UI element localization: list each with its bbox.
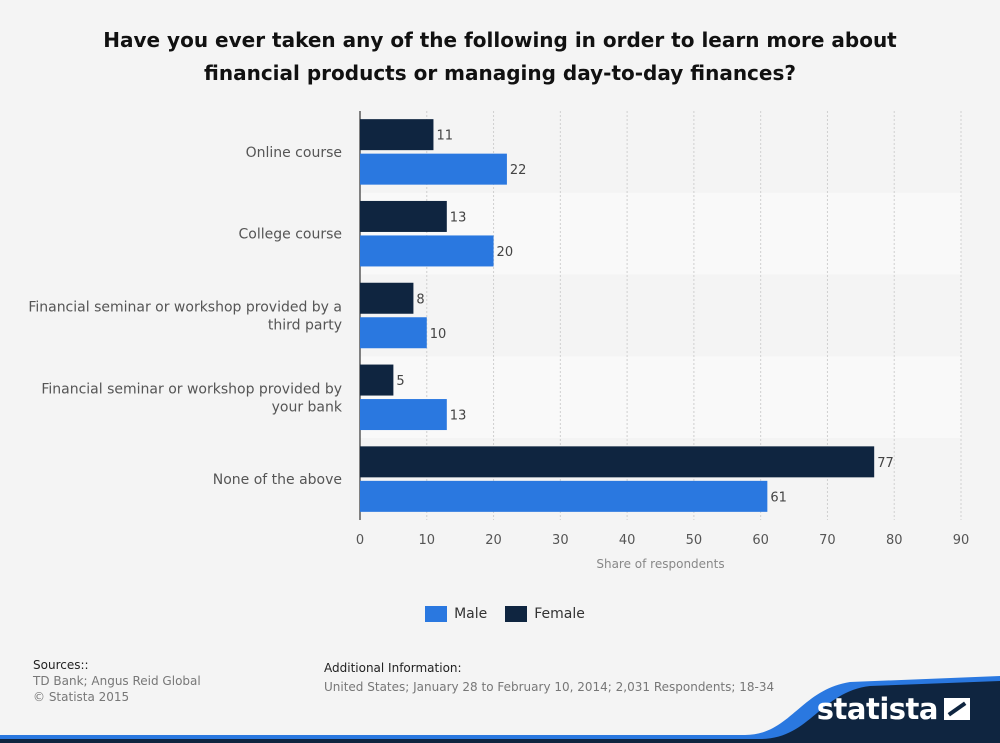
sources-line-2: © Statista 2015 xyxy=(33,690,130,704)
category-label: College course xyxy=(239,227,342,243)
data-label-female: 11 xyxy=(436,129,453,144)
category-label-line: Online course xyxy=(246,145,342,161)
legend-item-male[interactable]: Male xyxy=(425,606,487,622)
data-label-male: 22 xyxy=(510,163,527,178)
legend-label-male: Male xyxy=(454,606,488,622)
data-label-female: 13 xyxy=(450,210,467,225)
chart-title-line-1: Have you ever taken any of the following… xyxy=(103,28,897,52)
data-label-female: 77 xyxy=(877,456,894,471)
chart-title-line-2: financial products or managing day-to-da… xyxy=(204,61,796,85)
data-label-female: 8 xyxy=(416,292,424,307)
data-label-male: 13 xyxy=(450,409,467,424)
sources-line-1[interactable]: TD Bank; Angus Reid Global xyxy=(33,674,201,688)
data-label-male: 61 xyxy=(770,490,787,505)
bar-female[interactable] xyxy=(360,200,447,232)
data-label-male: 10 xyxy=(430,327,447,342)
chart-legend: Male Female xyxy=(0,606,1000,622)
x-tick-label: 60 xyxy=(752,533,769,548)
sources-heading: Sources:: xyxy=(33,658,89,672)
category-label-line: third party xyxy=(268,318,342,334)
x-tick-label: 0 xyxy=(356,533,364,548)
statista-logo[interactable]: statista xyxy=(817,692,970,726)
statista-logo-text: statista xyxy=(816,692,939,726)
x-tick-label: 10 xyxy=(419,533,436,548)
x-tick-label: 50 xyxy=(686,533,703,548)
category-label: Financial seminar or workshop provided b… xyxy=(41,381,343,415)
category-label-line: Financial seminar or workshop provided b… xyxy=(28,300,342,316)
category-label-line: College course xyxy=(239,227,342,243)
x-axis-title: Share of respondents xyxy=(596,557,724,571)
legend-swatch-female xyxy=(505,606,528,622)
bar-male[interactable] xyxy=(360,399,447,431)
category-band xyxy=(360,356,961,439)
bar-male[interactable] xyxy=(360,480,768,512)
category-label: Financial seminar or workshop provided b… xyxy=(28,300,342,334)
category-label-line: None of the above xyxy=(213,472,342,488)
bar-female[interactable] xyxy=(360,364,394,396)
additional-information-heading: Additional Information: xyxy=(324,661,462,675)
x-tick-label: 70 xyxy=(819,533,836,548)
bar-male[interactable] xyxy=(360,235,494,267)
category-band xyxy=(360,274,961,357)
x-tick-label: 90 xyxy=(953,533,970,548)
data-label-male: 20 xyxy=(497,245,514,260)
legend-swatch-male xyxy=(425,606,448,622)
bar-female[interactable] xyxy=(360,446,875,478)
bar-male[interactable] xyxy=(360,153,507,185)
x-tick-label: 80 xyxy=(886,533,903,548)
bar-female[interactable] xyxy=(360,282,414,314)
category-label-line: Financial seminar or workshop provided b… xyxy=(41,381,342,397)
additional-information-text: United States; January 28 to February 10… xyxy=(324,680,775,694)
category-label: None of the above xyxy=(213,472,342,488)
category-label: Online course xyxy=(246,145,342,161)
bar-chart: 0 10 20 30 40 50 60 70 80 90 Share of respondents 1… xyxy=(28,111,970,571)
legend-item-female[interactable]: Female xyxy=(505,606,585,622)
sources-block: Sources:: TD Bank; Angus Reid Global © S… xyxy=(33,657,201,705)
statista-logo-icon xyxy=(944,698,970,720)
x-tick-label: 20 xyxy=(485,533,502,548)
x-tick-label: 40 xyxy=(619,533,636,548)
data-label-female: 5 xyxy=(396,374,404,389)
category-label-line: your bank xyxy=(272,399,343,415)
legend-label-female: Female xyxy=(534,606,585,622)
additional-information-block: Additional Information: United States; J… xyxy=(324,659,774,697)
x-tick-label: 30 xyxy=(552,533,569,548)
bar-male[interactable] xyxy=(360,317,427,349)
chart-title: Have you ever taken any of the following… xyxy=(60,24,940,90)
bar-female[interactable] xyxy=(360,119,434,151)
